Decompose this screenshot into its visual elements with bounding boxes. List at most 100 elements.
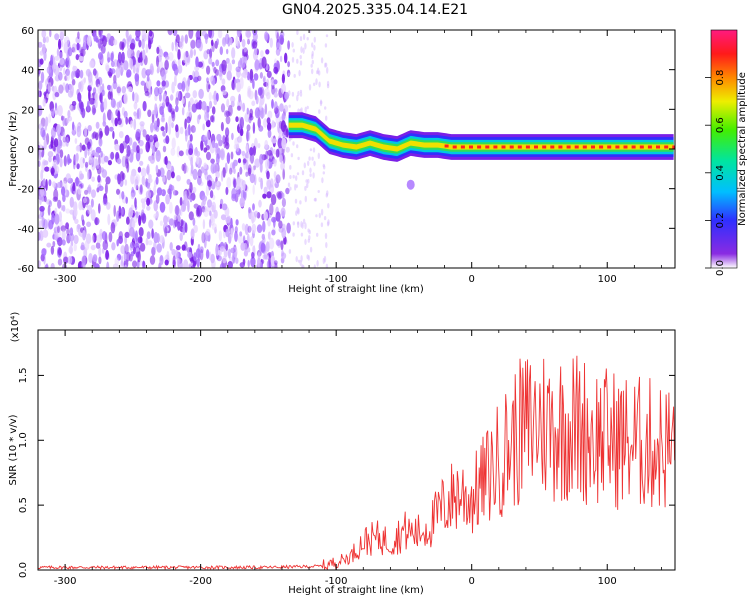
spectrogram-cell (247, 164, 252, 175)
spectrogram-cell (190, 156, 194, 167)
snr-series-line (38, 355, 675, 570)
spectrogram-cell (186, 116, 191, 124)
spectrogram-cell (59, 57, 65, 66)
spectrogram-cell (318, 81, 321, 88)
spectrogram-cell (117, 158, 122, 165)
spectrogram-cell (144, 90, 150, 97)
spectrogram-cell (238, 178, 245, 191)
spectrogram-cell (294, 198, 298, 204)
spectrogram-cell (124, 231, 130, 238)
spectrogram-cell (313, 264, 316, 268)
spectrogram-cell (38, 148, 42, 161)
spectrogram-cell (40, 186, 45, 197)
spectrogram-cell (44, 166, 50, 172)
spectrogram-cell (249, 147, 254, 156)
spectrogram-cell (241, 150, 246, 156)
spectrogram-cell (230, 95, 236, 103)
spectrogram-cell (100, 101, 105, 113)
spectrogram-cell (203, 134, 208, 141)
spectrogram-cell (130, 120, 133, 128)
spectrogram-cell (189, 194, 193, 203)
spectrogram-cell (57, 236, 63, 247)
spectrogram-cell (99, 94, 102, 102)
spectrogram-cell (77, 223, 81, 230)
spectrogram-cell (171, 81, 175, 94)
spectrogram-cell (281, 197, 286, 208)
spectrogram-cell (186, 127, 190, 137)
spectrogram-cell (134, 230, 138, 242)
spectrogram-cell (289, 186, 292, 191)
spectrogram-cell (117, 110, 121, 122)
spectrogram-cell (177, 49, 181, 61)
spectrogram-cell (229, 37, 233, 46)
spectrogram-cell (284, 91, 290, 100)
spectrogram-cell (239, 197, 245, 208)
spectrogram-cell (195, 248, 201, 259)
spectrogram-cell (247, 225, 252, 233)
spectrogram-cell (203, 162, 207, 170)
spectrogram-cell (288, 104, 291, 108)
spectrogram-cell (324, 106, 327, 110)
spectrogram-cell (287, 40, 290, 50)
spectrogram-cell (146, 75, 150, 82)
spectrogram-cell (46, 242, 52, 248)
spectrogram-cell (257, 87, 263, 96)
spectrogram-cell (45, 179, 48, 191)
spectrogram-cell (143, 32, 148, 39)
spectrogram-cell (235, 116, 239, 123)
spectrogram-cell (220, 103, 226, 113)
spectrogram-cell (197, 61, 203, 68)
spectrogram-cell (181, 97, 185, 105)
spectrogram-cell (83, 77, 86, 84)
spectrogram-cell (279, 154, 283, 163)
spectrogram-cell (151, 144, 156, 156)
spectrogram-cell (46, 83, 51, 95)
ridge-peak-mark (647, 145, 652, 149)
spectrogram-cell (54, 213, 60, 225)
spectrogram-cell (124, 179, 128, 186)
spectrogram-cell (59, 30, 65, 39)
ridge-peak-mark (477, 145, 482, 149)
spectrogram-cell (317, 190, 320, 193)
spectrogram-cell (136, 67, 139, 75)
spectrogram-cell (221, 90, 227, 96)
spectrogram-cell (264, 31, 269, 41)
spectrogram-cell (249, 173, 256, 184)
spectrogram-cell (80, 48, 86, 57)
spectrogram-cell (164, 55, 170, 61)
spectrogram-cell (280, 240, 284, 251)
spectrogram-cell (271, 119, 275, 129)
spectrogram-cell (213, 162, 219, 173)
spectrogram-cell (208, 100, 213, 109)
spectrogram-cell (168, 52, 174, 61)
spectrogram-cell (83, 35, 87, 47)
spectrogram-cell (291, 42, 294, 48)
spectrogram-cell (308, 156, 311, 161)
spectrogram-cell (54, 55, 60, 61)
spectrogram-cell (76, 42, 80, 51)
spectrogram-cell (290, 153, 294, 158)
spectrogram-cell (66, 117, 70, 124)
spectrogram-cell (260, 177, 263, 190)
spectrogram-cell (121, 207, 124, 215)
spectrogram-cell (169, 242, 173, 251)
spectrogram-cell (207, 180, 213, 187)
spectrogram-cell (177, 64, 183, 74)
spectrogram-cell (130, 241, 135, 249)
spectrogram-cell (215, 171, 220, 179)
spectrogram-cell (195, 56, 199, 68)
spectrogram-cell (110, 68, 116, 74)
spectrogram-cell (42, 229, 49, 238)
spectrogram-cell (174, 74, 177, 87)
spectrogram-cell (252, 203, 255, 211)
spectrogram-cell (102, 112, 106, 124)
spectrogram-cell (139, 242, 146, 252)
spectrogram-cell (41, 217, 46, 228)
spectrogram-cell (213, 98, 218, 106)
spectrogram-cell (239, 262, 245, 268)
colorbar-axis: 0.0 0.2 0.4 0.6 0.8 (705, 70, 726, 276)
spectrogram-cell (61, 141, 67, 147)
ridge-peak-mark (591, 145, 595, 149)
spectrogram-cell (209, 48, 213, 59)
spectrogram-cell (108, 231, 113, 243)
